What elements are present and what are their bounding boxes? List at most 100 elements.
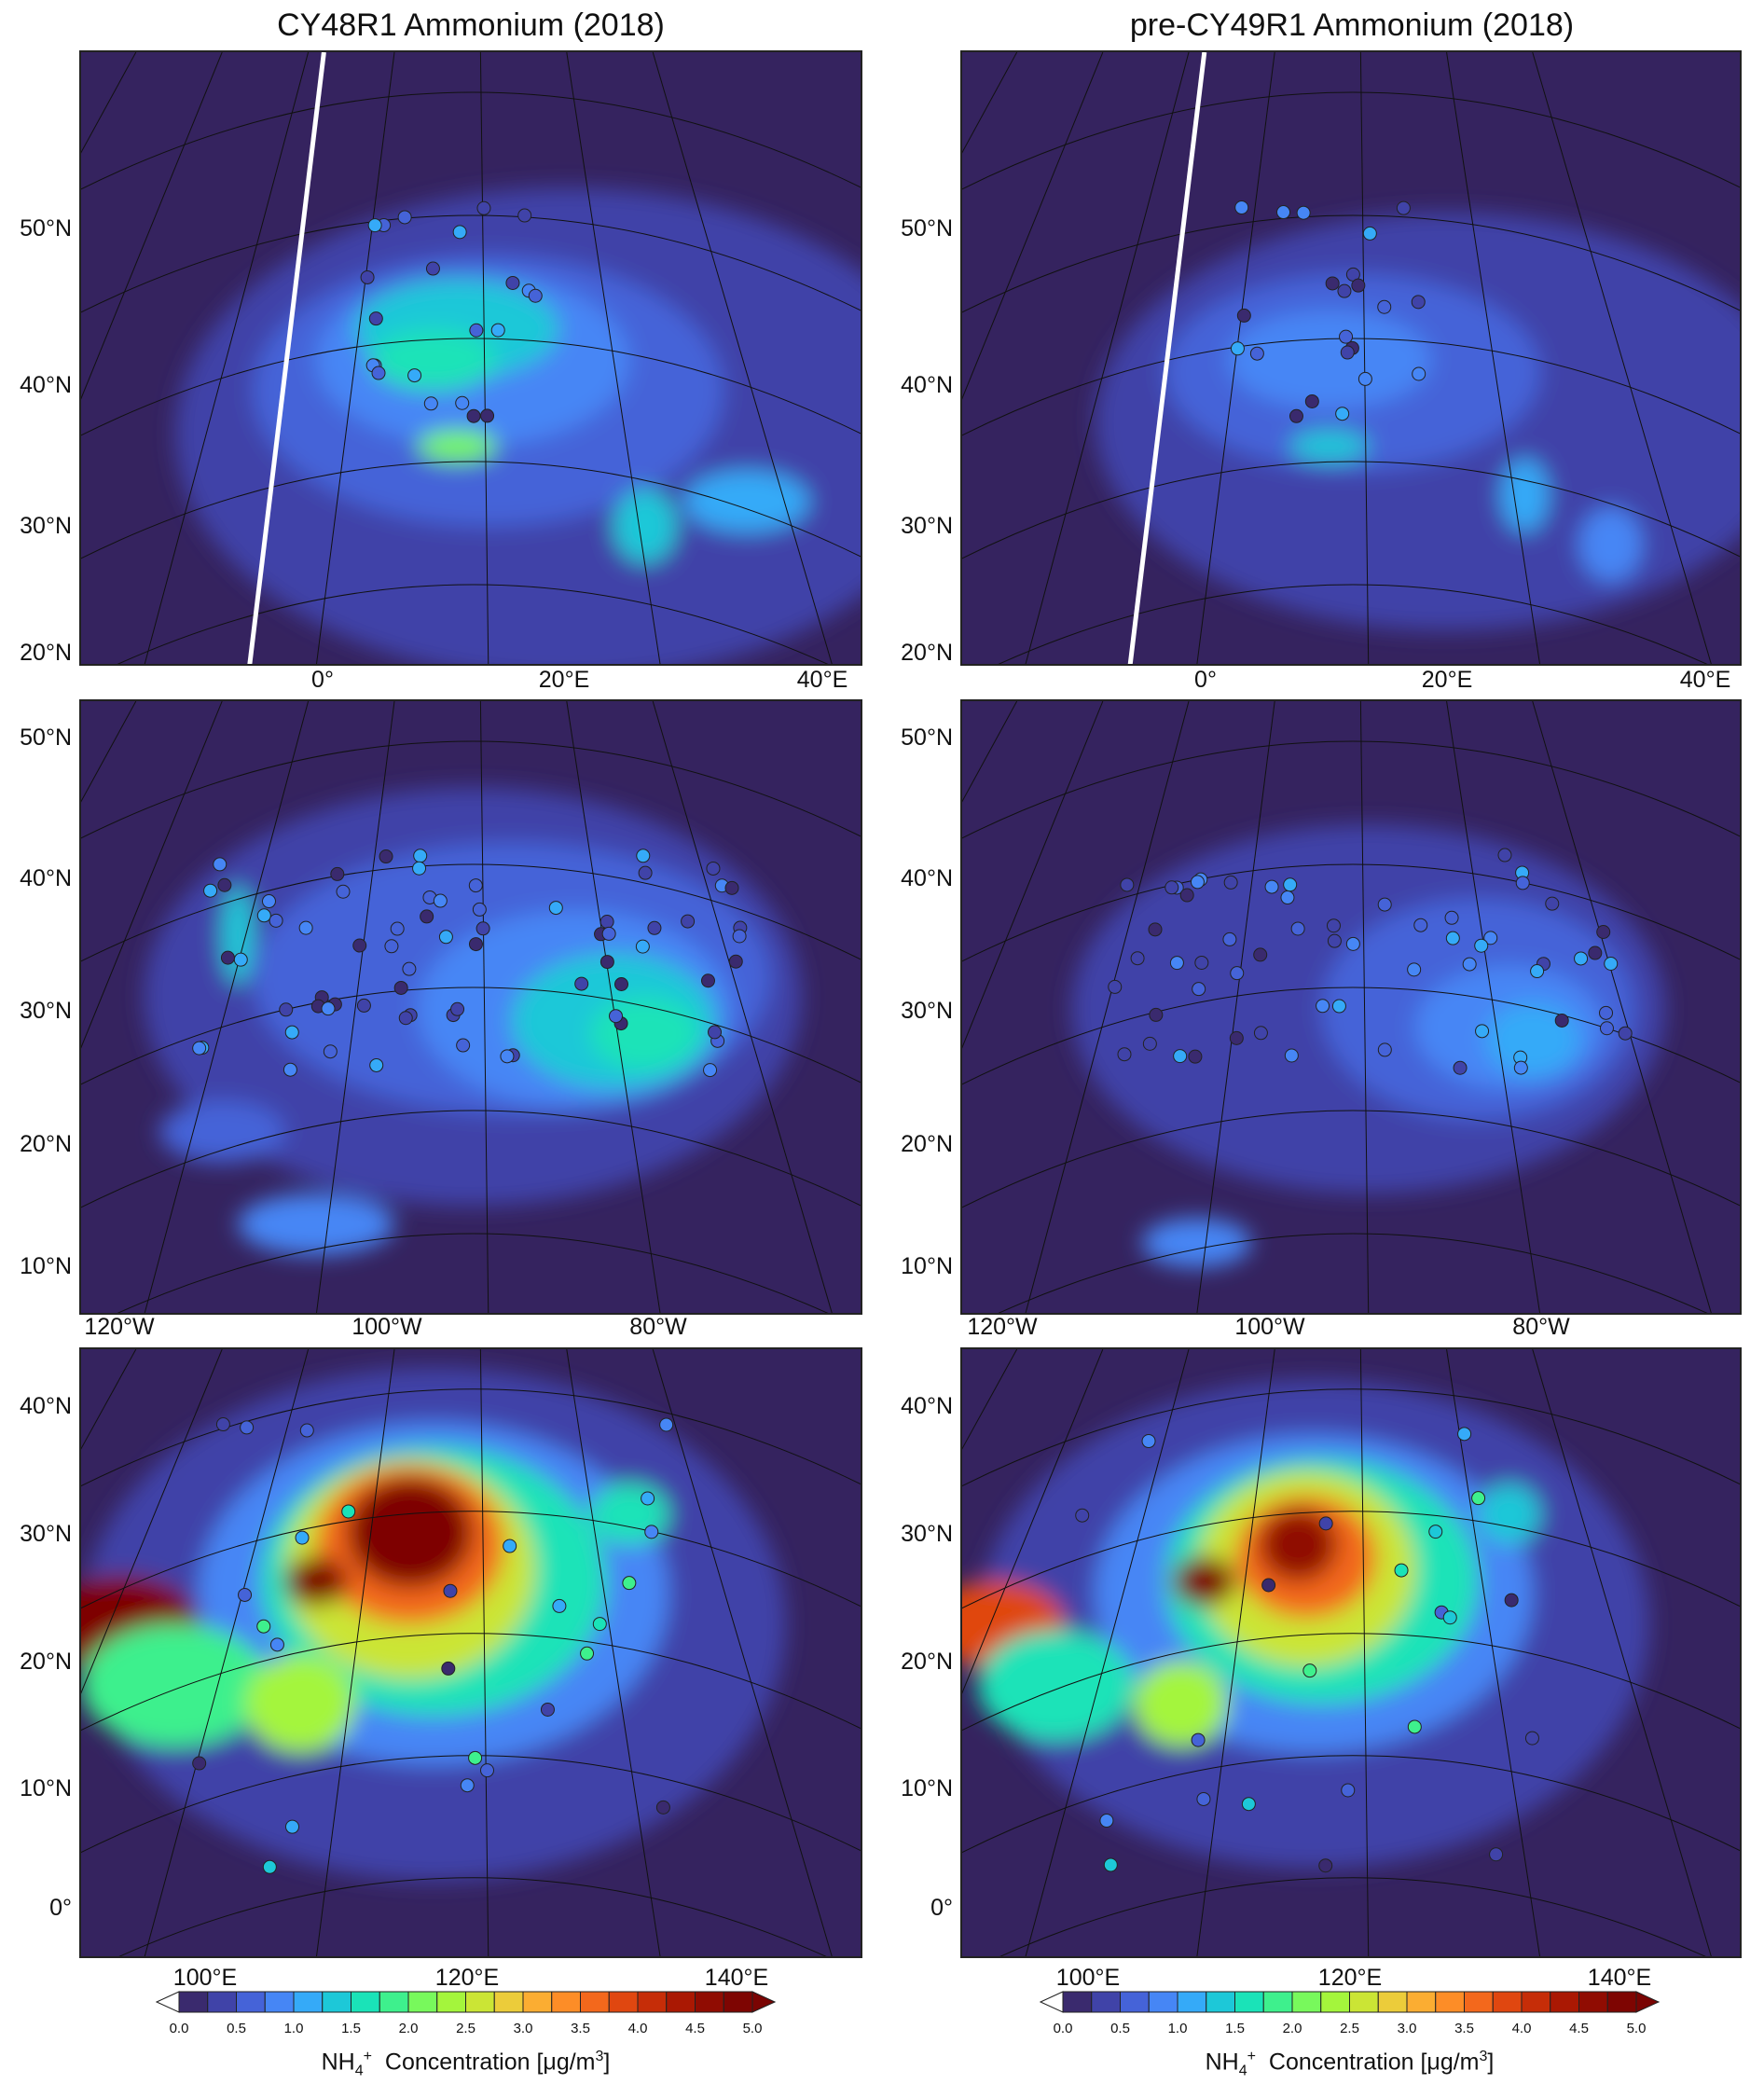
title-right: pre-CY49R1 Ammonium (2018)	[1129, 7, 1575, 43]
station-marker	[1253, 1026, 1268, 1041]
station-marker	[1241, 1797, 1256, 1812]
station-marker	[441, 1661, 456, 1676]
colorbar-bin	[236, 1991, 266, 2013]
station-marker	[466, 408, 481, 423]
station-marker	[321, 1001, 336, 1016]
concentration-contour	[613, 489, 677, 563]
station-marker	[1413, 918, 1428, 932]
concentration-contour	[159, 1101, 285, 1163]
colorbar-bin	[207, 1991, 237, 2013]
station-marker	[468, 1750, 483, 1765]
longitude-line	[81, 52, 223, 400]
latitude-line	[962, 740, 1740, 839]
longitude-line	[1359, 52, 1370, 664]
station-marker	[1377, 299, 1392, 314]
map-canvas	[81, 701, 861, 1313]
longitude-line	[479, 701, 489, 1313]
colorbar-title: NH4+ Concentration [μg/m3]	[322, 2049, 611, 2079]
longitude-line	[81, 701, 223, 1049]
station-marker	[622, 1576, 637, 1591]
latitude-label: 10°N	[20, 1253, 72, 1279]
station-marker	[1302, 1663, 1317, 1678]
longitude-line	[1359, 701, 1370, 1313]
colorbar-bin	[1492, 1991, 1523, 2013]
colorbar-under-triangle	[155, 1991, 180, 2013]
station-marker	[215, 1417, 230, 1432]
latitude-line	[962, 1388, 1740, 1487]
concentration-contour	[1485, 1002, 1580, 1077]
colorbar-bin	[322, 1991, 351, 2013]
colorbar-bin	[608, 1991, 639, 2013]
colorbar-tick-label: 0.0	[169, 2021, 189, 2036]
map-canvas	[962, 701, 1740, 1313]
station-marker	[1179, 888, 1194, 903]
concentration-contour	[590, 996, 700, 1070]
station-marker	[468, 878, 483, 893]
station-marker	[285, 1819, 300, 1834]
latitude-label: 50°N	[901, 725, 953, 751]
station-marker	[1290, 921, 1305, 936]
station-marker	[724, 880, 739, 895]
station-marker	[460, 1778, 475, 1793]
colorbar-tick-label: 0.5	[1110, 2021, 1130, 2036]
station-marker	[192, 1756, 207, 1771]
longitude-line	[144, 701, 310, 1313]
station-marker	[574, 976, 589, 991]
colorbar-tick-label: 2.5	[1340, 2021, 1359, 2036]
station-marker	[1249, 346, 1264, 361]
station-marker	[1341, 1783, 1356, 1798]
station-marker	[360, 269, 375, 284]
colorbar-tick-label: 2.0	[398, 2021, 419, 2036]
concentration-contour	[977, 1630, 1135, 1741]
latitude-line	[962, 214, 1740, 313]
station-marker	[1169, 956, 1184, 971]
latitude-label: 40°N	[20, 1393, 72, 1419]
station-marker	[1588, 945, 1603, 960]
map-canvas	[962, 1349, 1740, 1956]
station-marker	[1362, 226, 1377, 241]
station-marker	[1296, 205, 1311, 220]
station-marker	[1351, 278, 1366, 293]
station-marker	[279, 1002, 294, 1017]
station-marker	[638, 865, 653, 880]
station-marker	[240, 1420, 255, 1435]
station-marker	[283, 1062, 297, 1077]
station-marker	[1515, 876, 1530, 890]
latitude-line	[962, 338, 1740, 436]
latitude-label: 0°	[49, 1895, 72, 1921]
station-marker	[552, 1598, 567, 1613]
latitude-label: 10°N	[20, 1775, 72, 1801]
station-marker	[1325, 276, 1340, 291]
colorbar-bin	[1435, 1991, 1465, 2013]
station-marker	[407, 368, 422, 383]
station-marker	[599, 955, 614, 970]
station-marker	[330, 866, 345, 881]
concentration-contour	[245, 1654, 355, 1753]
latitude-line	[998, 1233, 1708, 1313]
longitude-line	[144, 1349, 310, 1956]
colorbar-bin	[1120, 1991, 1150, 2013]
latitude-label: 20°N	[901, 640, 953, 666]
longitude-line	[1446, 701, 1541, 1313]
concentration-contour	[238, 1194, 394, 1255]
longitude-label: 120°E	[434, 1965, 500, 1991]
concentration-contour	[1259, 1508, 1338, 1581]
latitude-line	[81, 740, 861, 839]
colorbar-tick-label: 0.5	[227, 2021, 246, 2036]
station-marker	[476, 200, 491, 215]
station-marker	[1554, 1013, 1569, 1028]
colorbar-tick-label: 5.0	[742, 2021, 763, 2036]
latitude-label: 30°N	[20, 513, 72, 539]
concentration-contour	[370, 329, 497, 391]
station-marker	[1192, 982, 1206, 997]
station-marker	[1596, 925, 1611, 940]
latitude-label: 50°N	[901, 215, 953, 242]
latitude-line	[81, 214, 861, 313]
concentration-contour	[1173, 1556, 1236, 1607]
station-marker	[480, 408, 495, 423]
longitude-label: 120°W	[84, 1314, 155, 1340]
concentration-contour	[347, 1477, 473, 1588]
station-marker	[452, 225, 467, 240]
station-marker	[1327, 933, 1342, 948]
colorbar-under-triangle	[1039, 1991, 1064, 2013]
